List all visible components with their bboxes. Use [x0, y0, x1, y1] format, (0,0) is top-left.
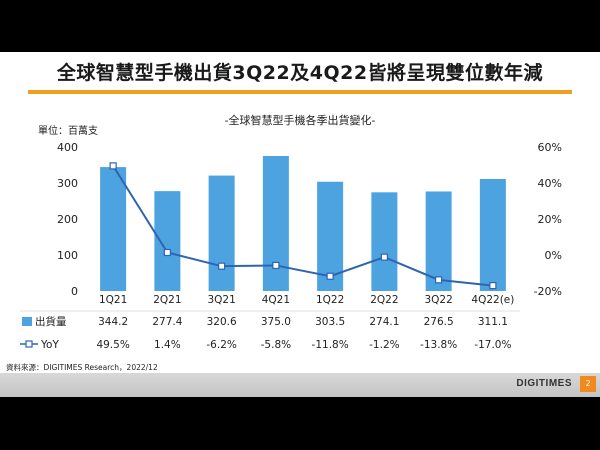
yoy-point-3Q22 — [435, 276, 443, 284]
right-tick-label: 60% — [538, 141, 562, 154]
slide: 全球智慧型手機出貨3Q22及4Q22皆將呈現雙位數年減 -全球智慧型手機各季出貨… — [0, 52, 600, 397]
yoy-point-1Q21 — [109, 162, 117, 170]
bar-value-label: 320.6 — [207, 316, 237, 328]
yoy-value-label: -1.2% — [369, 339, 399, 351]
page-number: 2 — [580, 376, 596, 392]
yoy-value-label: 49.5% — [96, 339, 129, 351]
category-label: 3Q21 — [207, 294, 235, 306]
yoy-point-3Q21 — [218, 262, 226, 270]
slide-title: 全球智慧型手機出貨3Q22及4Q22皆將呈現雙位數年減 — [56, 62, 544, 84]
category-label: 4Q21 — [262, 294, 290, 306]
category-label: 4Q22(e) — [471, 294, 514, 306]
bar-3Q22 — [425, 191, 452, 291]
yoy-line — [112, 165, 493, 287]
bar-value-label: 344.2 — [98, 316, 128, 328]
chart-title: -全球智慧型手機各季出貨變化- — [225, 113, 376, 127]
yoy-point-2Q21 — [163, 248, 171, 257]
legend-line-marker — [25, 340, 33, 348]
left-tick-label: 200 — [57, 213, 78, 226]
footer-bar: DIGITIMES 2 — [0, 373, 600, 397]
right-tick-label: 20% — [538, 213, 562, 226]
bar-1Q21 — [100, 167, 127, 291]
yoy-value-label: 1.4% — [154, 339, 181, 351]
bar-value-label: 303.5 — [315, 316, 345, 328]
yoy-value-label: -17.0% — [474, 339, 511, 351]
category-label: 1Q21 — [99, 294, 127, 306]
yoy-value-label: -11.8% — [312, 339, 349, 351]
right-tick-label: -20% — [534, 285, 562, 298]
legend-bar-key — [22, 317, 32, 326]
bar-value-label: 277.4 — [152, 316, 182, 328]
brand-logo: DIGITIMES — [516, 378, 572, 389]
source-note: 資料來源：DIGITIMES Research，2022/12 — [6, 363, 158, 372]
yoy-point-1Q22 — [326, 272, 334, 280]
chart: -全球智慧型手機各季出貨變化- 單位：百萬支 0 100 200 300 400 -20… — [20, 113, 562, 351]
bar-value-label: 276.5 — [424, 316, 454, 328]
legend-line-label: YoY — [40, 339, 59, 351]
left-tick-label: 0 — [71, 285, 78, 298]
bar-3Q21 — [208, 175, 235, 291]
yoy-line-series — [109, 162, 497, 290]
bar-value-label: 311.1 — [478, 316, 508, 328]
yoy-value-label: -6.2% — [206, 339, 236, 351]
category-label: 1Q22 — [316, 294, 344, 306]
left-tick-label: 100 — [57, 249, 78, 262]
right-axis-ticks: -20% 0% 20% 40% 60% — [534, 141, 562, 298]
yoy-point-4Q22(e) — [489, 282, 497, 290]
left-tick-label: 300 — [57, 177, 78, 190]
yoy-point-4Q21 — [272, 261, 280, 270]
data-table: 出貨量 YoY 344.2 277.4 320.6 375.0 303.5 274.1 276.… — [20, 310, 520, 351]
bar-4Q22(e) — [479, 179, 506, 291]
bar-2Q22 — [371, 192, 398, 291]
bar-series — [100, 156, 506, 291]
yoy-point-2Q22 — [380, 253, 388, 261]
unit-label: 單位：百萬支 — [38, 124, 98, 137]
bar-4Q21 — [262, 156, 289, 291]
yoy-value-label: -13.8% — [420, 339, 457, 351]
title-rule — [28, 90, 572, 94]
left-axis-ticks: 0 100 200 300 400 — [57, 141, 78, 298]
category-label: 2Q21 — [153, 294, 181, 306]
left-tick-label: 400 — [57, 141, 78, 154]
bar-2Q21 — [154, 191, 181, 291]
yoy-value-label: -5.8% — [261, 339, 291, 351]
legend-bar-label: 出貨量 — [35, 315, 67, 328]
bar-value-label: 375.0 — [261, 316, 291, 328]
right-tick-label: 0% — [545, 249, 562, 262]
category-labels: 1Q21 2Q21 3Q21 4Q21 1Q22 2Q22 3Q22 4Q22(e) — [99, 294, 514, 306]
category-label: 2Q22 — [370, 294, 398, 306]
right-tick-label: 40% — [538, 177, 562, 190]
bar-value-label: 274.1 — [369, 316, 399, 328]
category-label: 3Q22 — [424, 294, 452, 306]
